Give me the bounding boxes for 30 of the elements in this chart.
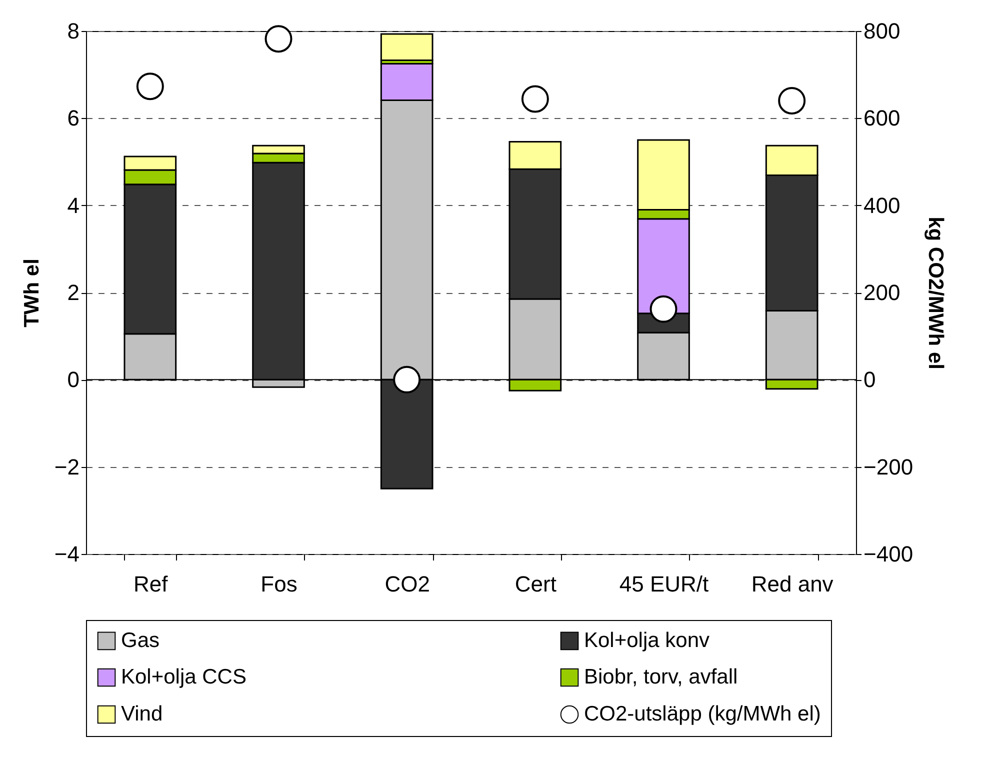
- x-tick-label: CO2: [384, 572, 430, 596]
- y2-tick-label: 0: [864, 367, 876, 392]
- legend-label: Kol+olja CCS: [121, 666, 246, 688]
- point: [393, 366, 421, 394]
- legend-label: CO2-utsläpp (kg/MWh el): [584, 702, 821, 726]
- y2-tick-label: −400: [864, 542, 914, 566]
- y2-tick-label: 600: [864, 106, 900, 131]
- y2-tick-label: 400: [864, 192, 900, 218]
- y-tick-label: 2: [67, 280, 80, 305]
- y-tick-label: 8: [67, 18, 80, 44]
- y-tick-label: 4: [67, 192, 80, 218]
- y-tick-label: 0: [67, 367, 80, 392]
- legend-label: Gas: [121, 628, 160, 652]
- point: [650, 295, 678, 323]
- y2-axis-title: kg CO2/MWh el: [924, 216, 948, 370]
- y-tick-label: 6: [67, 106, 80, 131]
- y-axis-title: TWh el: [20, 258, 44, 328]
- y2-tick-label: 800: [864, 18, 900, 44]
- y2-tick-label: −200: [864, 454, 914, 480]
- y2-tick-label: 200: [864, 280, 900, 305]
- legend-label: Biobr, torv, avfall: [584, 666, 738, 688]
- y-tick-label: −2: [54, 454, 80, 480]
- x-tick-label: Cert: [514, 572, 556, 596]
- x-tick-label: 45 EUR/t: [619, 572, 709, 596]
- legend-label: Vind: [121, 702, 163, 726]
- x-tick-label: Fos: [260, 572, 298, 596]
- y-tick-label: −4: [54, 542, 80, 566]
- x-tick-label: Red anv: [751, 572, 834, 596]
- x-tick-label: Ref: [134, 572, 169, 596]
- legend-label: Kol+olja konv: [584, 628, 710, 652]
